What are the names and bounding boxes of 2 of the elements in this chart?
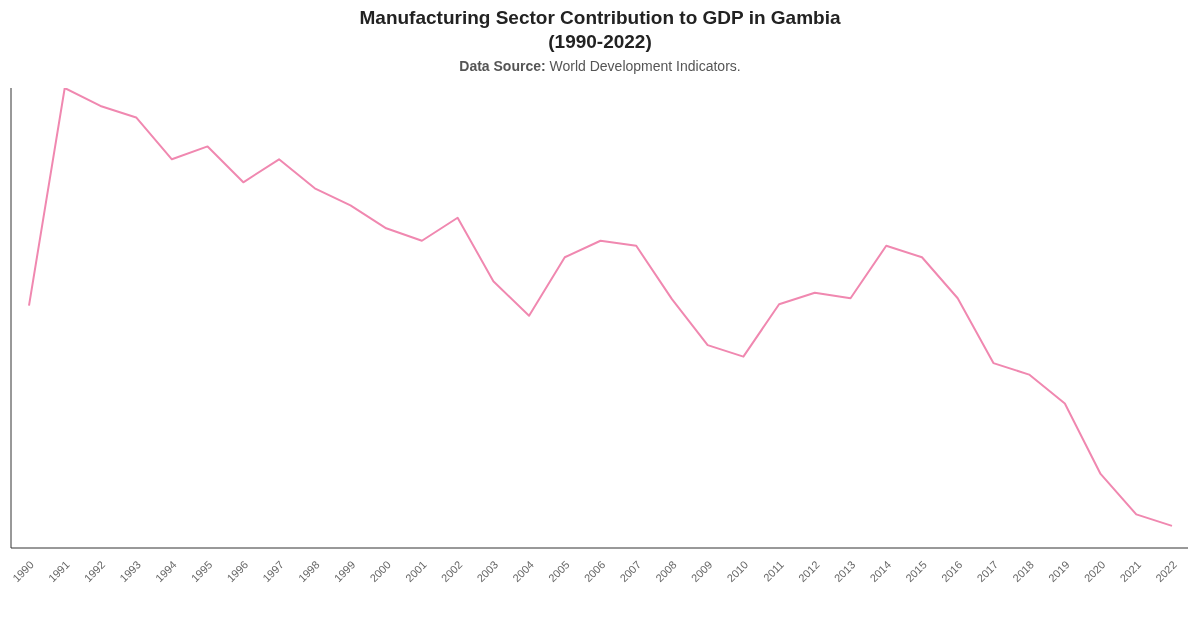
chart-subtitle: Data Source: World Development Indicators. bbox=[458, 58, 742, 74]
chart-title: Manufacturing Sector Contribution to GDP in Gambia (1990-2022) bbox=[358, 6, 842, 54]
